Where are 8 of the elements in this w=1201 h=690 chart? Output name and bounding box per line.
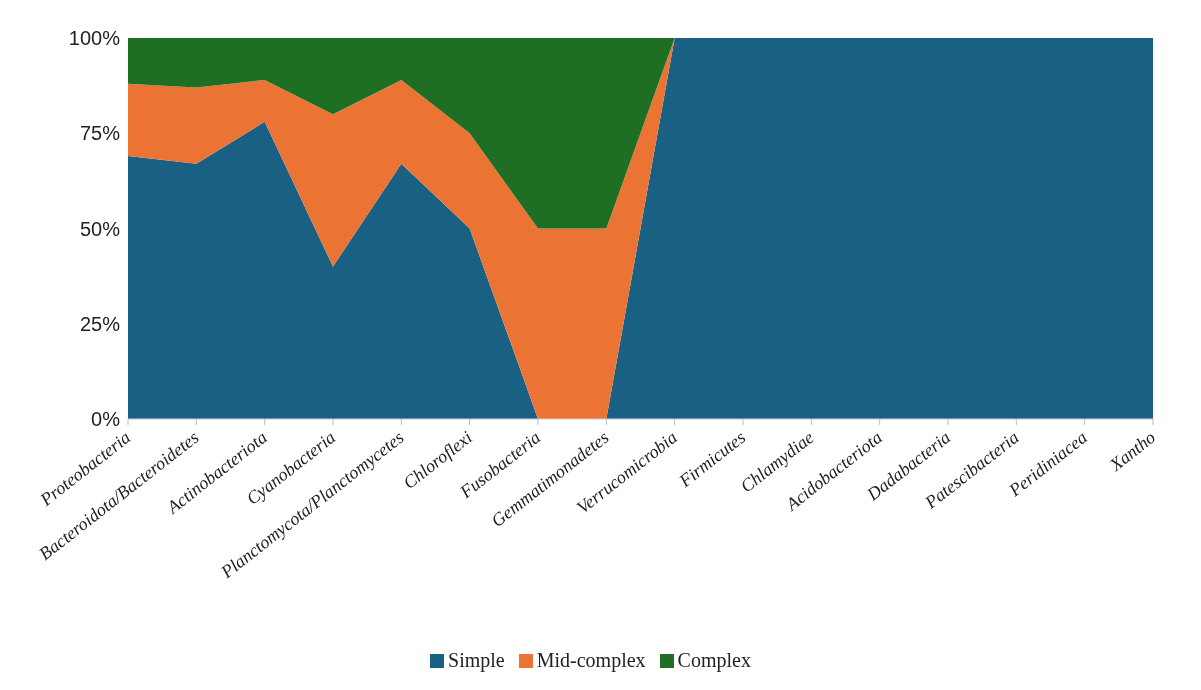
legend-label: Complex xyxy=(677,649,751,672)
y-tick-label: 0% xyxy=(91,408,121,431)
y-tick-label: 75% xyxy=(79,122,121,145)
legend-label: Mid-complex xyxy=(536,649,646,672)
y-tick-label: 50% xyxy=(79,217,121,240)
y-tick-label: 25% xyxy=(79,312,121,335)
legend-label: Simple xyxy=(448,649,505,672)
y-tick-label: 100% xyxy=(68,27,121,50)
